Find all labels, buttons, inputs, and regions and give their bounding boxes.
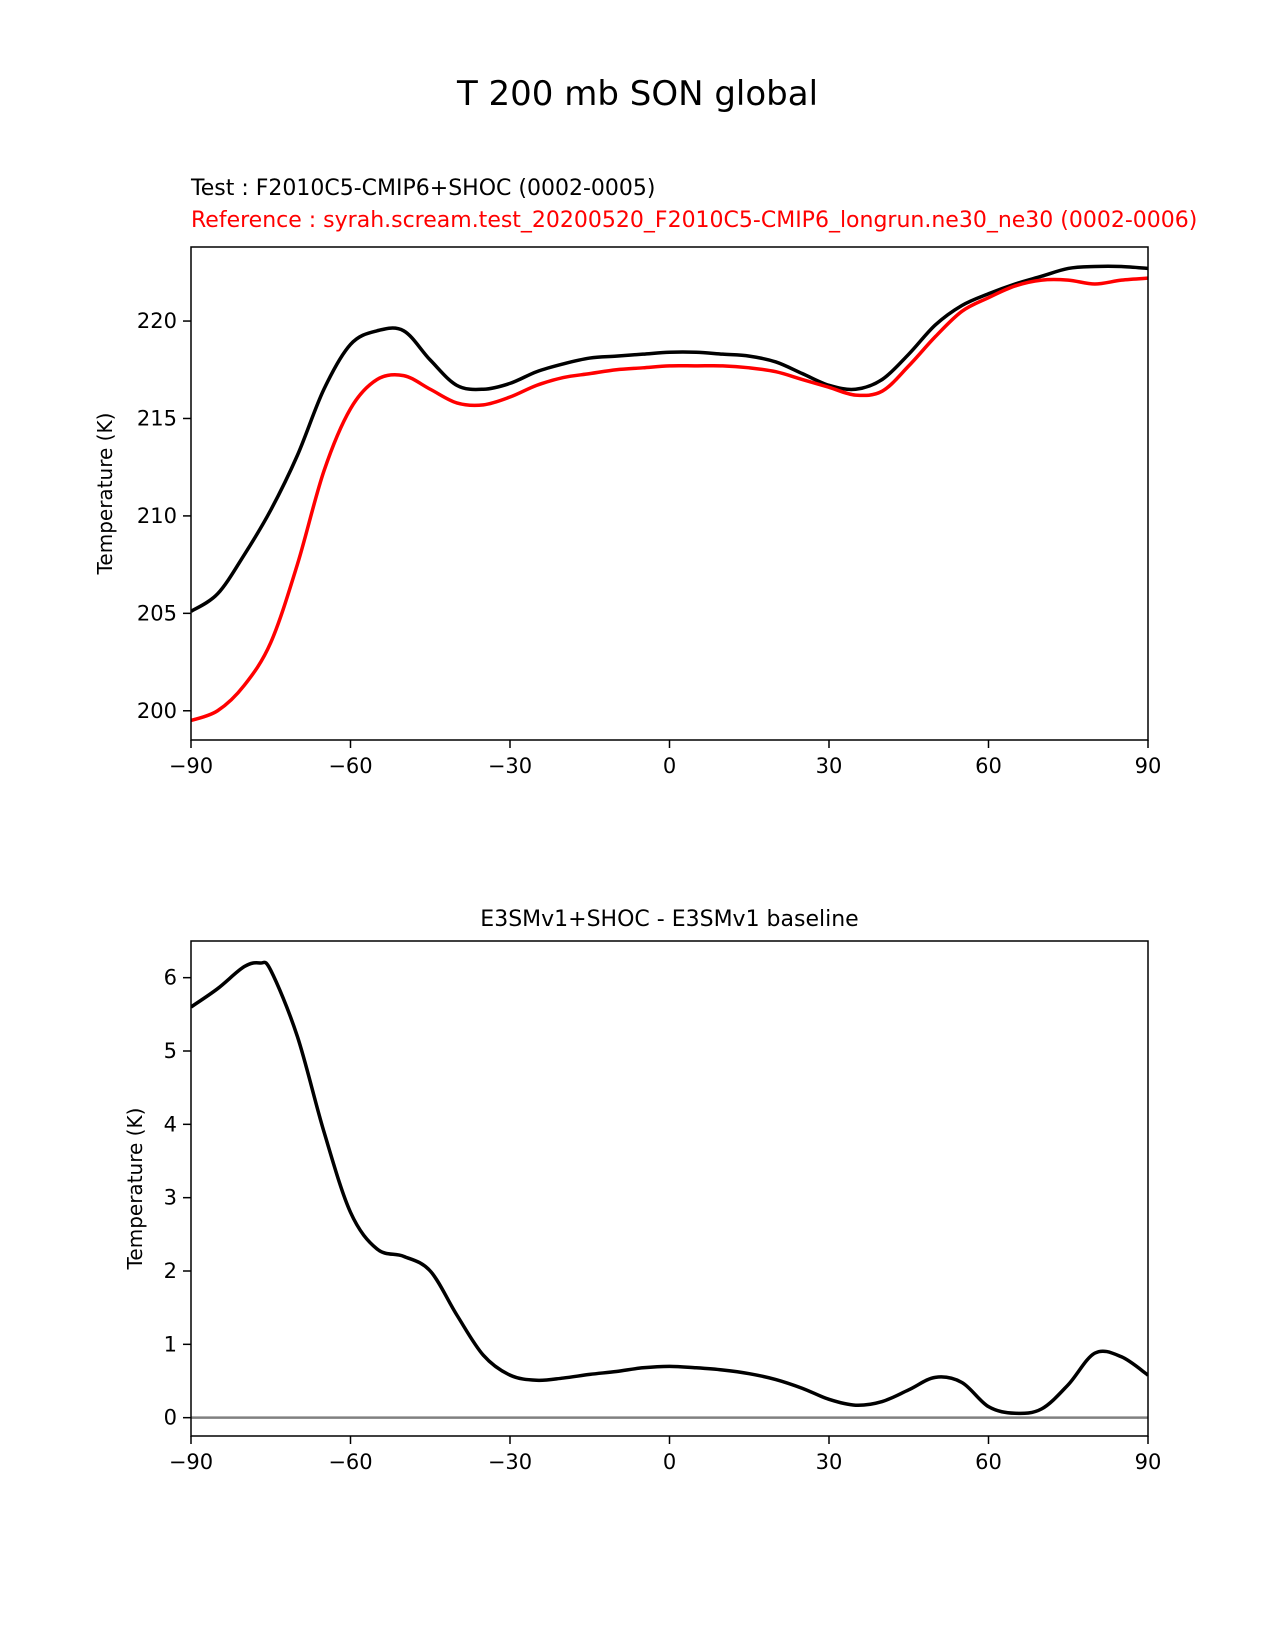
figure-title: T 200 mb SON global — [456, 74, 819, 114]
y-tick-label: 1 — [164, 1332, 177, 1356]
y-tick-label: 6 — [164, 966, 177, 990]
x-tick-label: −90 — [169, 754, 213, 778]
x-tick-label: 60 — [975, 1450, 1002, 1474]
chart-1: −90 −60 −30 0 30 60 90 200 205 210 215 220 Temperatu… — [93, 246, 1162, 778]
x-tick-label: 90 — [1135, 1450, 1162, 1474]
x-tick-label: −90 — [169, 1450, 213, 1474]
x-tick-label: 30 — [816, 754, 843, 778]
test-subtitle: Test : F2010C5-CMIP6+SHOC (0002-0005) — [191, 176, 656, 201]
x-tick-label: 60 — [975, 754, 1002, 778]
x-tick-label: −60 — [328, 1450, 372, 1474]
y-tick-label: 4 — [164, 1112, 177, 1136]
series-line-difference — [191, 960, 1148, 1416]
series-line-test — [191, 264, 1148, 613]
reference-subtitle: Reference : syrah.scream.test_20200520_F… — [191, 208, 1198, 233]
x-tick-label: −60 — [328, 754, 372, 778]
plot-frame — [190, 246, 1149, 741]
y-tick-label: 0 — [164, 1406, 177, 1430]
y-tick-label: 220 — [137, 309, 177, 333]
plot-frame — [190, 940, 1149, 1437]
y-tick-label: 215 — [137, 406, 177, 430]
chart-title: E3SMv1+SHOC - E3SMv1 baseline — [480, 907, 858, 932]
x-tick-label: −30 — [488, 754, 532, 778]
x-tick-label: 30 — [816, 1450, 843, 1474]
y-tick-label: 5 — [164, 1039, 177, 1063]
y-tick-label: 3 — [164, 1186, 177, 1210]
y-tick-label: 210 — [137, 504, 177, 528]
y-tick-label: 205 — [137, 601, 177, 625]
y-tick-label: 2 — [164, 1259, 177, 1283]
y-axis-label: Temperature (K) — [123, 1108, 147, 1271]
y-tick-label: 200 — [137, 699, 177, 723]
chart-2: −90 −60 −30 0 30 60 90 0 1 2 3 4 5 6 Temperature (K) E3… — [123, 907, 1161, 1474]
y-axis-label: Temperature (K) — [93, 413, 117, 576]
series-line-reference — [191, 276, 1148, 723]
x-tick-label: 0 — [663, 754, 676, 778]
x-tick-label: 90 — [1135, 754, 1162, 778]
x-tick-label: −30 — [488, 1450, 532, 1474]
x-tick-label: 0 — [663, 1450, 676, 1474]
